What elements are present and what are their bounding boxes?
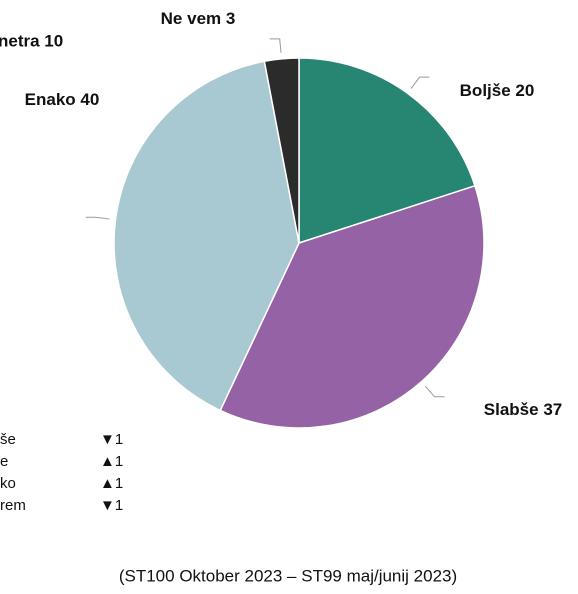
legend-label: e [0, 453, 8, 470]
pie-slice [219, 184, 485, 429]
label-name: Slabše [484, 400, 539, 419]
label-name: Ne vem [161, 9, 221, 28]
legend-change: ▲1 [100, 475, 123, 492]
label-value: 40 [80, 90, 99, 109]
leader-line [424, 385, 445, 398]
label-value: 20 [515, 81, 534, 100]
legend-label: rem [0, 497, 26, 514]
data-label: Enako 40 [25, 90, 100, 109]
legend-change: ▼1 [100, 431, 123, 448]
label-value: 3 [226, 9, 235, 28]
legend-label: še [0, 431, 16, 448]
label-value: 37 [543, 400, 562, 419]
leader-line [269, 38, 282, 53]
legend-change: ▲1 [100, 453, 123, 470]
label-name: Boljše [460, 81, 511, 100]
data-label: Boljše 20 [460, 81, 535, 100]
leader-line [85, 216, 110, 220]
leader-line [410, 76, 430, 89]
footer: (ST100 Oktober 2023 – ST99 maj/junij 202… [119, 566, 457, 585]
pie-slice [113, 60, 300, 412]
data-label: Slabše 37 [484, 400, 562, 419]
legend-change: ▼1 [100, 497, 123, 514]
data-label: Ne vem 3 [161, 9, 236, 28]
label-name: Enako [25, 90, 76, 109]
cropped-annotation: netra 10 [0, 31, 63, 50]
pie-slice [263, 57, 300, 244]
legend-label: ko [0, 475, 16, 492]
pie-slice [298, 57, 476, 245]
